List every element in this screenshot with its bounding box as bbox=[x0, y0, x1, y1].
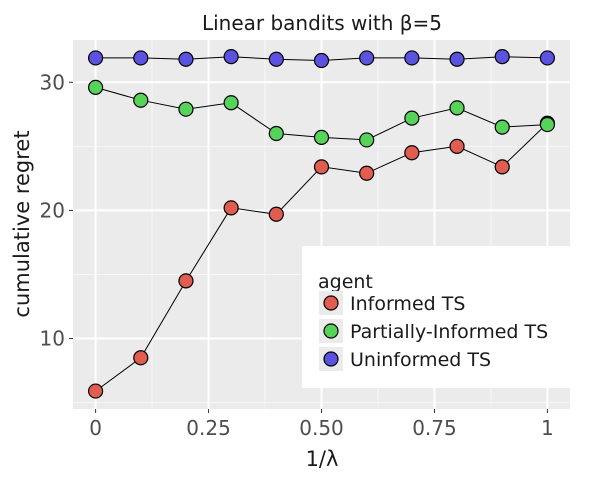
legend-items: Informed TS Partially-Informed TS Uninform… bbox=[319, 291, 548, 371]
data-point bbox=[223, 95, 239, 111]
legend-marker bbox=[323, 295, 339, 311]
data-point bbox=[268, 51, 284, 67]
data-point bbox=[133, 92, 149, 108]
data-point bbox=[133, 50, 149, 66]
data-point bbox=[87, 383, 104, 399]
legend-label: Partially-Informed TS bbox=[350, 321, 548, 343]
data-point bbox=[268, 125, 284, 142]
data-point bbox=[178, 273, 194, 289]
data-point bbox=[359, 165, 375, 181]
y-tick-label: 20 bbox=[40, 198, 65, 222]
data-point bbox=[539, 50, 556, 66]
x-tick-label: 1 bbox=[541, 416, 554, 440]
legend-label: Uninformed TS bbox=[350, 349, 491, 371]
x-tick-label: 0.75 bbox=[412, 416, 457, 440]
y-tick-label: 30 bbox=[40, 70, 65, 94]
data-point bbox=[359, 50, 375, 66]
data-point bbox=[404, 110, 420, 126]
data-point bbox=[404, 145, 420, 161]
data-point bbox=[313, 52, 330, 69]
data-point bbox=[178, 51, 194, 67]
data-point bbox=[449, 138, 465, 154]
data-point bbox=[359, 132, 375, 148]
data-point bbox=[313, 159, 330, 175]
data-point bbox=[404, 50, 420, 66]
y-axis-label: cumulative regret bbox=[10, 130, 34, 317]
data-point bbox=[223, 49, 239, 65]
axes: 0 0.25 0.50 0.75 1 10 20 30 bbox=[40, 70, 554, 440]
data-point bbox=[313, 129, 330, 145]
legend: agent Informed TS Partially-Informed TS Un… bbox=[302, 246, 570, 388]
legend-marker bbox=[323, 323, 339, 339]
data-point bbox=[494, 119, 510, 135]
data-point bbox=[223, 200, 239, 216]
data-point bbox=[87, 79, 104, 96]
data-point bbox=[87, 50, 104, 66]
data-point bbox=[178, 101, 194, 117]
x-axis-label: 1/λ bbox=[306, 447, 339, 471]
grid bbox=[73, 40, 570, 409]
x-tick-label: 0 bbox=[89, 416, 102, 440]
legend-marker bbox=[323, 351, 339, 367]
x-tick-label: 0.50 bbox=[299, 416, 344, 440]
data-point bbox=[539, 116, 556, 133]
data-point bbox=[268, 206, 284, 222]
legend-background bbox=[302, 246, 570, 388]
y-tick-label: 10 bbox=[40, 327, 65, 351]
legend-label: Informed TS bbox=[350, 293, 465, 315]
x-tick-label: 0.25 bbox=[186, 416, 231, 440]
data-point bbox=[449, 51, 465, 67]
chart-title: Linear bandits with β=5 bbox=[202, 11, 442, 35]
data-point bbox=[133, 350, 149, 366]
series-layer bbox=[87, 49, 556, 399]
data-point bbox=[494, 49, 510, 65]
legend-title: agent bbox=[318, 271, 373, 293]
data-point bbox=[494, 159, 510, 175]
data-point bbox=[449, 100, 465, 116]
